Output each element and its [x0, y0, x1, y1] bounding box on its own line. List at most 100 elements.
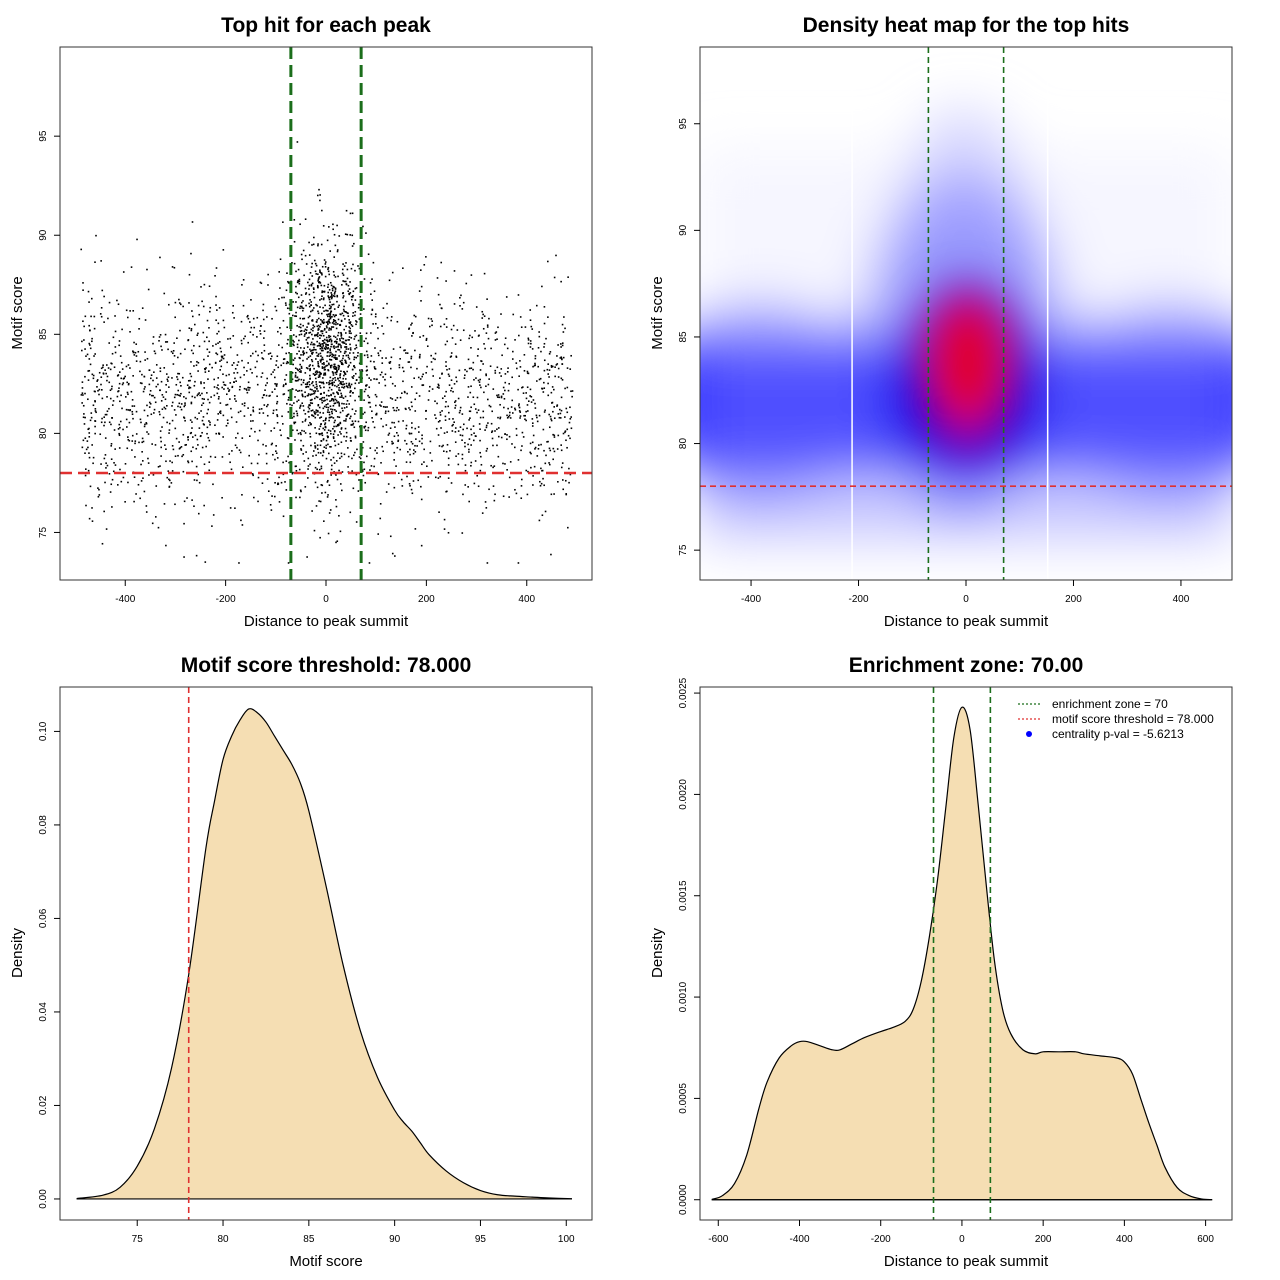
scatter-point	[393, 435, 396, 438]
scatter-point	[340, 370, 342, 373]
scatter-point	[332, 295, 335, 297]
scatter-point	[117, 390, 119, 393]
scatter-point	[553, 436, 556, 438]
scatter-point	[330, 339, 333, 342]
scatter-point	[345, 332, 347, 334]
scatter-point	[309, 394, 312, 396]
scatter-point	[380, 462, 382, 464]
scatter-point	[305, 386, 307, 389]
scatter-point	[458, 369, 461, 372]
scatter-point	[197, 473, 200, 476]
scatter-point	[87, 469, 90, 472]
scatter-point	[448, 384, 451, 386]
scatter-point	[264, 422, 266, 425]
scatter-point	[171, 401, 174, 404]
scatter-point	[331, 398, 334, 400]
scatter-point	[302, 444, 305, 447]
scatter-point	[396, 396, 399, 399]
scatter-point	[166, 404, 168, 407]
scatter-point	[315, 395, 318, 398]
scatter-point	[317, 285, 319, 288]
scatter-point	[400, 478, 403, 481]
scatter-point	[293, 412, 295, 415]
scatter-point	[113, 429, 116, 431]
scatter-point	[534, 355, 537, 357]
scatter-point	[121, 383, 124, 386]
scatter-point	[286, 307, 289, 310]
scatter-point	[165, 544, 167, 547]
scatter-point	[357, 420, 360, 423]
scatter-point	[354, 299, 357, 301]
scatter-point	[320, 467, 323, 470]
scatter-point	[155, 485, 158, 487]
scatter-point	[430, 318, 433, 320]
scatter-point	[331, 355, 333, 358]
scatter-point	[414, 315, 417, 318]
scatter-point	[203, 387, 206, 389]
scatter-point	[276, 414, 278, 416]
scatter-point	[202, 305, 205, 308]
scatter-point	[118, 382, 121, 385]
scatter-point	[536, 455, 539, 457]
scatter-point	[217, 384, 219, 386]
scatter-point	[263, 337, 265, 339]
scatter-point	[294, 396, 296, 398]
scatter-point	[143, 425, 146, 428]
scatter-point	[352, 303, 354, 305]
scatter-point	[318, 281, 320, 284]
scatter-point	[328, 273, 331, 276]
scatter-point	[536, 416, 538, 419]
scatter-point	[275, 384, 278, 386]
scatter-point	[329, 349, 331, 352]
scatter-point	[406, 392, 408, 395]
scatter-point	[326, 326, 328, 329]
scatter-point	[172, 349, 175, 352]
scatter-point	[353, 365, 355, 367]
scatter-point	[80, 248, 83, 251]
scatter-point	[337, 384, 340, 386]
scatter-point	[409, 448, 411, 451]
scatter-point	[280, 332, 282, 335]
scatter-point	[349, 391, 351, 394]
scatter-point	[194, 396, 196, 399]
scatter-point	[562, 488, 565, 491]
scatter-point	[273, 495, 276, 498]
scatter-point	[410, 401, 413, 404]
scatter-point	[340, 361, 343, 364]
scatter-point	[339, 373, 342, 375]
scatter-point	[490, 422, 493, 425]
scatter-point	[146, 414, 149, 417]
scatter-point	[345, 283, 348, 286]
scatter-point	[125, 309, 128, 312]
scatter-point	[345, 362, 348, 364]
scatter-point	[163, 292, 166, 295]
scatter-point	[344, 280, 347, 283]
scatter-point	[507, 367, 509, 369]
scatter-point	[92, 404, 95, 407]
scatter-point	[307, 356, 310, 359]
scatter-point	[488, 317, 490, 320]
scatter-point	[387, 410, 390, 413]
scatter-point	[191, 221, 194, 223]
scatter-point	[352, 263, 354, 266]
scatter-point	[358, 376, 361, 379]
scatter-point	[344, 360, 347, 363]
scatter-point	[315, 303, 317, 306]
scatter-point	[109, 389, 112, 392]
scatter-point	[335, 371, 338, 373]
scatter-point	[300, 449, 303, 451]
scatter-point	[198, 345, 201, 348]
scatter-point	[411, 492, 414, 495]
scatter-point	[343, 385, 346, 388]
scatter-point	[321, 396, 324, 399]
distance-density-xtick-label: 0	[959, 1234, 965, 1245]
scatter-point	[102, 372, 105, 375]
scatter-point	[365, 332, 368, 335]
scatter-point	[350, 337, 353, 339]
scatter-point	[319, 386, 322, 389]
scatter-point	[83, 339, 85, 341]
scatter-point	[454, 343, 457, 345]
scatter-point	[294, 291, 297, 294]
scatter-point	[443, 432, 446, 434]
scatter-point	[146, 431, 148, 433]
